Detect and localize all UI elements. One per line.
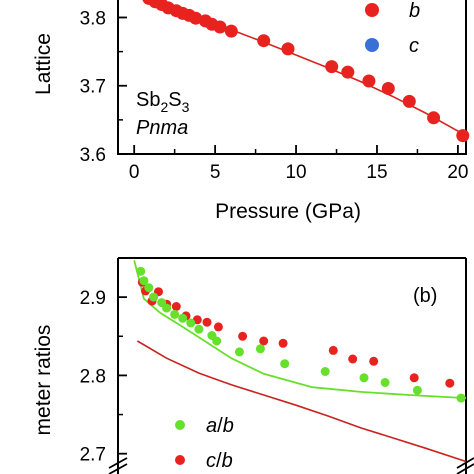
top-ylabel: Lattice: [32, 33, 55, 95]
point-b-17: [381, 82, 395, 95]
point-b-16: [362, 74, 376, 88]
point-c-over-b-11: [259, 336, 269, 346]
point-b-19: [427, 111, 441, 125]
point-b-14: [325, 60, 339, 74]
point-b-15: [341, 65, 355, 79]
bottom-fit-curve-a-over-b: [133, 260, 467, 399]
legend-label-a-over-b: a/b: [206, 415, 234, 437]
legend-label-c-over-b: c/b: [206, 450, 233, 472]
formula-annotation: Sb2S3: [136, 89, 190, 115]
legend-label-c: c: [409, 35, 419, 57]
point-a-over-b-12: [234, 347, 244, 357]
bottom-fit-curve-c-over-b: [136, 340, 467, 463]
point-a-over-b-14: [280, 359, 290, 369]
point-a-over-b-15: [320, 367, 330, 376]
top-y-tick-label-2: 3.8: [80, 8, 106, 29]
top-x-tick-label-4: 20: [447, 162, 468, 183]
point-a-over-b-0: [136, 266, 146, 276]
top-data-points: [142, 0, 470, 143]
point-a-over-b-16: [359, 373, 369, 383]
legend-marker-c-over-b: [175, 455, 185, 465]
legend-label-b: b: [409, 0, 420, 22]
point-b-13: [281, 42, 295, 56]
point-a-over-b-19: [456, 393, 466, 403]
point-b-10: [213, 20, 227, 34]
point-a-over-b-8: [186, 318, 196, 328]
top-x-tick-label-1: 5: [210, 162, 221, 183]
top-plot-frame: [117, 0, 467, 155]
top-xlabel: Pressure (GPa): [215, 200, 361, 223]
point-a-over-b-3: [149, 292, 159, 302]
legend-marker-b: [365, 3, 379, 17]
bottom-data-points: [136, 266, 466, 403]
bottom-ylabel: meter ratios: [32, 325, 55, 436]
point-c-over-b-5: [171, 302, 181, 311]
point-a-over-b-11: [212, 336, 222, 346]
top-x-tick-label-0: 0: [129, 162, 140, 183]
bottom-y-ticks: 2.7 2.8 2.9: [80, 257, 127, 466]
point-a-over-b-9: [194, 324, 204, 334]
bottom-chart-panel: 2.7 2.8 2.9 meter ratios (b) a/b c/b: [32, 257, 474, 474]
top-y-tick-label-1: 3.7: [80, 77, 106, 98]
point-a-over-b-13: [255, 344, 265, 354]
axis-break-mark-left: [108, 457, 128, 474]
top-y-tick-label-0: 3.6: [80, 145, 106, 166]
bottom-y-tick-label-0: 2.7: [80, 445, 106, 466]
point-a-over-b-6: [170, 309, 180, 319]
top-x-tick-label-2: 10: [285, 162, 306, 183]
legend-marker-c: [365, 38, 379, 52]
top-chart-panel: 0 5 10 15 20 3.6 3.7 3.8 Lattice Pressure (GPa…: [32, 0, 470, 223]
point-b-20: [456, 129, 470, 143]
point-a-over-b-2: [144, 283, 154, 293]
point-c-over-b-13: [328, 345, 338, 355]
point-b-18: [402, 94, 416, 108]
point-a-over-b-1: [139, 276, 149, 286]
point-b-12: [257, 34, 271, 48]
top-x-ticks: 0 5 10 15 20: [129, 145, 468, 183]
top-x-tick-label-3: 15: [366, 162, 387, 183]
point-c-over-b-14: [348, 354, 358, 364]
bottom-y-tick-label-1: 2.8: [80, 366, 106, 387]
axis-break-mark-right: [456, 457, 474, 474]
point-a-over-b-7: [178, 313, 188, 323]
point-c-over-b-16: [409, 373, 419, 383]
point-a-over-b-17: [380, 378, 390, 387]
point-c-over-b-12: [278, 338, 288, 348]
legend-marker-a-over-b: [175, 420, 185, 430]
space-group-annotation: Pnma: [136, 117, 188, 139]
point-c-over-b-9: [213, 322, 223, 332]
point-c-over-b-15: [369, 356, 379, 366]
point-a-over-b-18: [412, 385, 422, 395]
panel-label-b: (b): [413, 285, 437, 307]
point-b-11: [224, 24, 238, 38]
point-c-over-b-10: [238, 331, 248, 341]
bottom-y-tick-label-2: 2.9: [80, 288, 106, 309]
top-y-ticks: 3.6 3.7 3.8: [80, 8, 127, 166]
point-a-over-b-5: [162, 303, 172, 313]
point-c-over-b-17: [445, 378, 455, 388]
point-c-over-b-8: [202, 317, 212, 327]
